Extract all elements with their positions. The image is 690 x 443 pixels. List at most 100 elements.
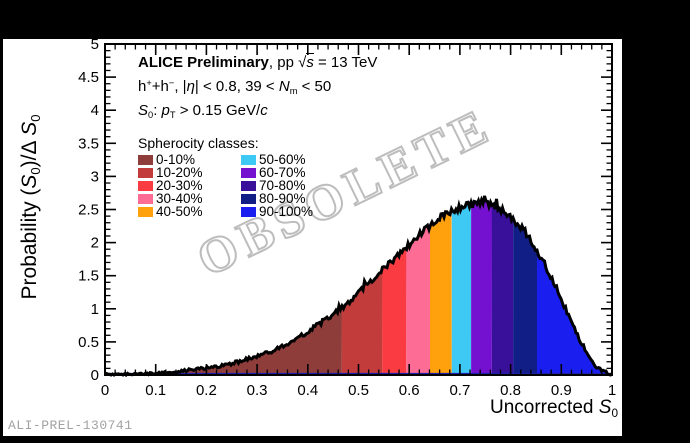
y-tick-label: 2	[91, 235, 99, 252]
chart-area: 0 0.1 0.2 0.3 0.4 0.5 0.6 0.7 0.8 0.9 1 0 0.5 1 1.5 2 2.…	[3, 36, 622, 436]
histogram-band-70-80%	[491, 198, 514, 375]
y-tick-label: 1.5	[78, 268, 99, 285]
histogram-band-90-100%	[537, 250, 612, 375]
text-segment: = 13 TeV	[313, 54, 378, 71]
legend-label: 0-10%	[156, 152, 196, 167]
text-segment: S	[138, 102, 149, 119]
histogram-band-20-30%	[382, 248, 407, 375]
legend-label: 10-20%	[156, 165, 203, 180]
text-segment: +	[146, 77, 152, 88]
x-tick-label: 0	[101, 382, 109, 399]
legend-row: 70-80%	[241, 178, 313, 193]
legend-label: 40-50%	[156, 204, 203, 219]
text-segment: , pp	[268, 54, 299, 71]
y-tick-label: 2.5	[78, 202, 99, 219]
legend-label: 60-70%	[259, 165, 306, 180]
x-tick-label: 0.1	[145, 382, 166, 399]
legend-swatch	[241, 180, 256, 191]
text-segment: > 0.15 GeV/	[175, 102, 261, 119]
text-segment: s	[306, 53, 314, 71]
legend-swatch	[138, 154, 153, 165]
text-segment: −	[168, 77, 175, 88]
text-segment: Uncorrected	[489, 397, 599, 418]
text-segment: )/Δ	[18, 135, 41, 168]
y-tick-label: 1	[91, 301, 99, 318]
y-tick-label: 3.5	[78, 135, 99, 152]
x-tick-label: 0.2	[196, 382, 217, 399]
x-tick-label: 0.3	[247, 382, 268, 399]
text-segment: c	[260, 102, 268, 119]
text-segment: S	[598, 397, 612, 418]
legend-label: 30-40%	[156, 191, 203, 206]
legend-swatch	[138, 193, 153, 204]
legend-swatch	[241, 193, 256, 204]
text-segment: p	[161, 102, 170, 119]
text-segment: +h	[151, 78, 169, 95]
legend-label: 20-30%	[156, 178, 203, 193]
text-segment: < 50	[297, 78, 332, 95]
legend-row: 30-40%	[138, 191, 241, 206]
legend-row: 90-100%	[241, 204, 314, 219]
text-segment: ALICE Preliminary	[138, 54, 269, 71]
text-segment: S	[18, 121, 41, 136]
y-axis-title: Probability (S0)/Δ S0	[18, 114, 43, 300]
legend-label: 70-80%	[259, 178, 306, 193]
text-segment: , |	[174, 78, 187, 95]
histogram-bands	[105, 195, 612, 375]
legend-row: 10-20%	[138, 165, 241, 180]
text-segment: h	[138, 78, 147, 95]
text-segment: N	[278, 78, 290, 95]
histogram-band-60-70%	[471, 195, 492, 375]
text-segment: Probability (	[18, 188, 41, 300]
text-segment: √	[298, 54, 307, 71]
histogram-band-50-60%	[451, 202, 472, 375]
legend-swatch	[241, 206, 256, 217]
text-segment: 0	[27, 114, 43, 122]
histogram-band-0-10%	[105, 305, 342, 375]
x-tick-label: 0.6	[399, 382, 420, 399]
legend-swatch	[138, 167, 153, 178]
legend-row: 80-90%	[241, 191, 313, 206]
y-tick-label: 3	[91, 168, 99, 185]
legend-label: 80-90%	[259, 191, 306, 206]
annotation-selection: h++h−, |η| < 0.8, 39 < Nm < 50	[138, 77, 332, 96]
legend-column-1: 0-10% 10-20% 20-30% 30-40% 40-50%	[138, 152, 241, 219]
legend-row: 60-70%	[241, 165, 313, 180]
legend-swatch	[241, 154, 256, 165]
y-tick-label: 4.5	[78, 69, 99, 86]
legend-title: Spherocity classes:	[138, 135, 259, 151]
legend-row: 40-50%	[138, 204, 241, 219]
x-tick-label: 0.7	[449, 382, 470, 399]
x-axis: 0 0.1 0.2 0.3 0.4 0.5 0.6 0.7 0.8 0.9 1	[101, 44, 616, 399]
y-tick-label: 0	[91, 367, 99, 384]
text-segment: T	[169, 109, 176, 120]
legend-row: 20-30%	[138, 178, 241, 193]
legend-columns: 0-10% 10-20% 20-30% 30-40% 40-50% 50-60% 60-7…	[138, 152, 314, 219]
x-tick-label: 0.5	[348, 382, 369, 399]
x-axis-title: Uncorrected S0	[489, 397, 618, 420]
legend-swatch	[138, 180, 153, 191]
legend-label: 90-100%	[259, 204, 314, 219]
distribution-outline	[103, 195, 614, 378]
text-segment: 0	[611, 406, 618, 420]
legend-row: 0-10%	[138, 152, 241, 167]
y-axis: 0 0.5 1 1.5 2 2.5 3 3.5 4 4.5 5	[78, 36, 612, 384]
annotation-collision-system: ALICE Preliminary, pp √s = 13 TeV	[138, 53, 378, 71]
text-segment: | < 0.8, 39 <	[194, 78, 279, 95]
text-segment: 0	[148, 109, 154, 120]
text-segment: :	[153, 102, 162, 119]
text-segment: 0	[27, 167, 43, 175]
legend-label: 50-60%	[259, 152, 306, 167]
preliminary-figure-id: ALI-PREL-130741	[8, 418, 133, 433]
histogram-band-30-40%	[406, 225, 431, 375]
legend-swatch	[241, 167, 256, 178]
x-tick-label: 0.4	[297, 382, 318, 399]
legend-row: 50-60%	[241, 152, 313, 167]
y-tick-label: 5	[91, 39, 99, 53]
histogram-band-40-50%	[430, 208, 452, 375]
text-segment: m	[289, 85, 298, 96]
text-segment: S	[18, 174, 41, 189]
y-tick-label: 4	[91, 102, 99, 119]
histogram-band-80-90%	[513, 217, 537, 375]
legend-column-2: 50-60% 60-70% 70-80% 80-90% 90-100%	[241, 152, 314, 219]
